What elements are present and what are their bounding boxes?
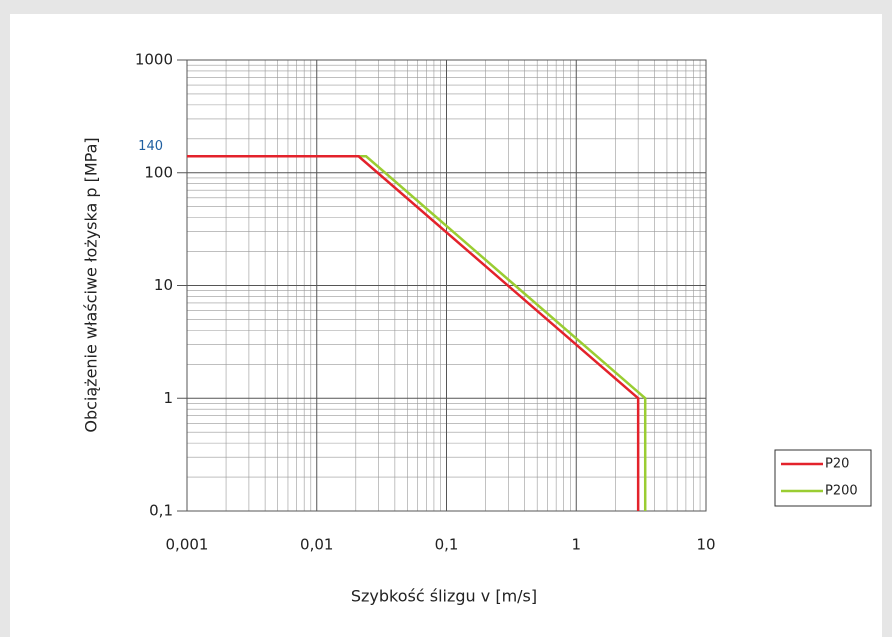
legend-box	[774, 449, 872, 507]
x-tick-label: 10	[696, 536, 715, 554]
x-tick-label: 1	[571, 536, 581, 554]
legend-label: P200	[825, 484, 858, 499]
x-tick-label: 0,1	[435, 536, 459, 554]
y-axis-label: Obciążenie właściwe łożyska p [MPa]	[82, 137, 101, 432]
legend-label: P20	[825, 457, 849, 472]
x-axis-label: Szybkość ślizgu v [m/s]	[351, 587, 537, 606]
y-tick-label: 100	[144, 163, 173, 181]
x-tick-label: 0,001	[166, 536, 209, 554]
y-tick-label: 1000	[135, 51, 173, 69]
y-tick-label: 1	[163, 389, 173, 407]
annotation: 140	[138, 139, 163, 154]
series-line	[187, 155, 640, 511]
y-tick-label: 0,1	[149, 502, 173, 520]
x-tick-label: 0,01	[300, 536, 333, 554]
plot-border	[186, 59, 707, 512]
y-tick-label: 10	[154, 276, 173, 294]
